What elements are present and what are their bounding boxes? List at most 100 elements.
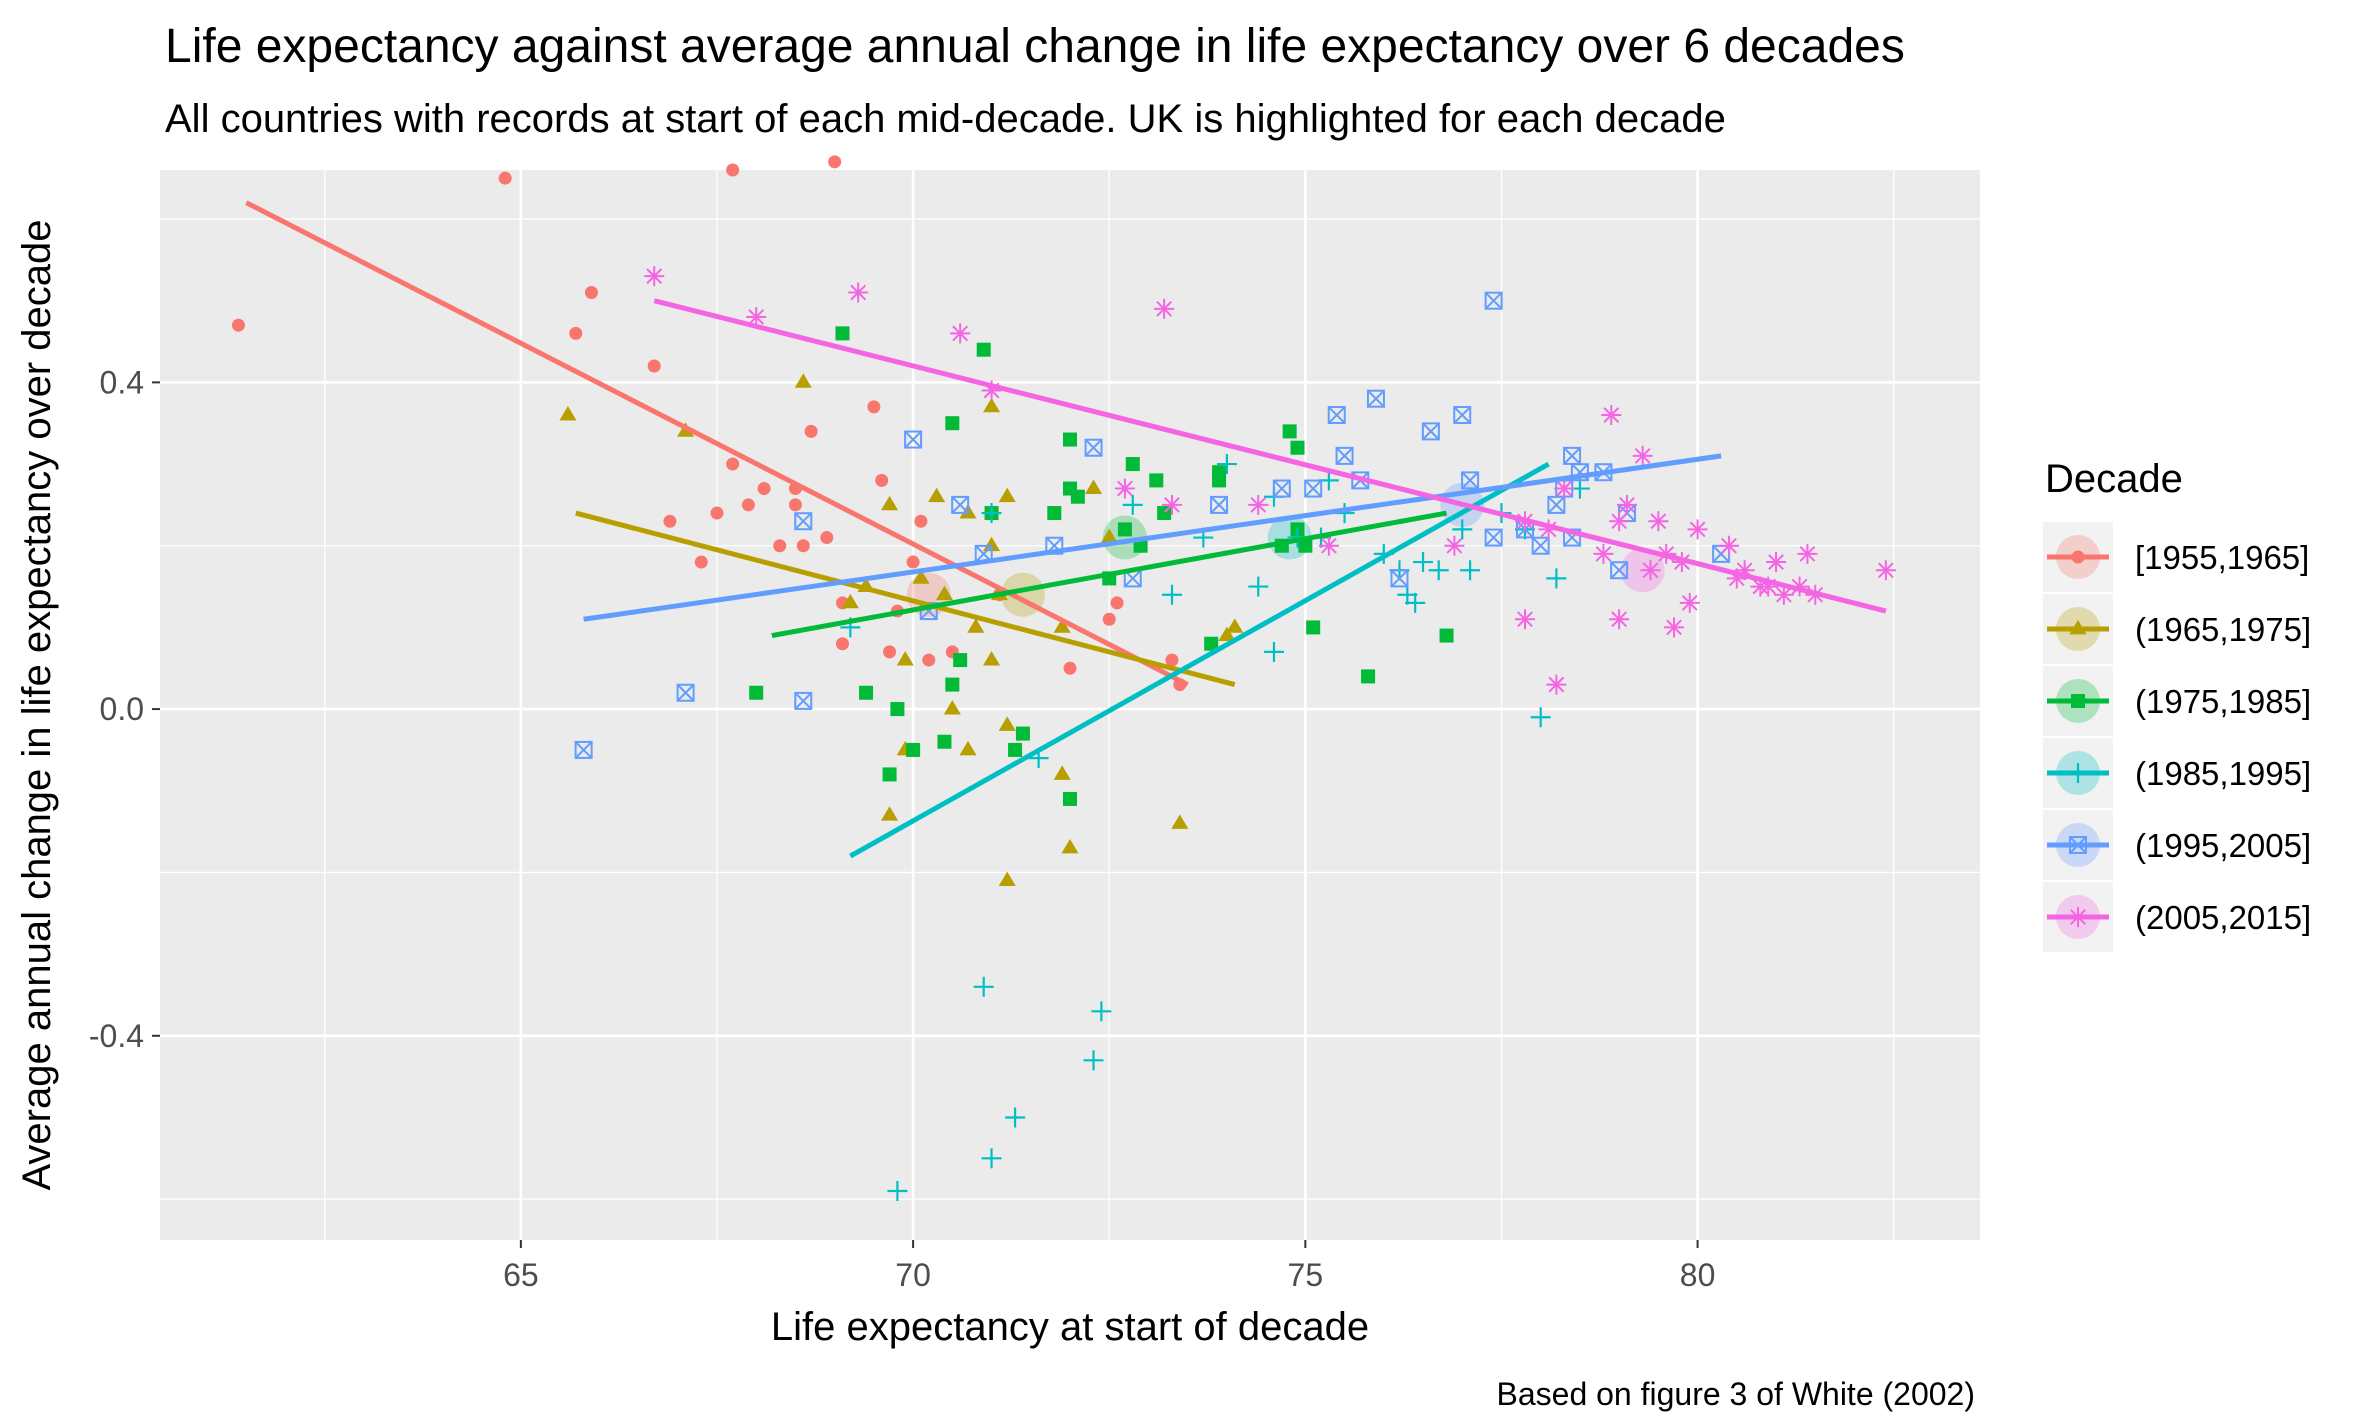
point-square bbox=[1070, 489, 1085, 504]
point-plus bbox=[1318, 470, 1339, 491]
point-square bbox=[1290, 440, 1305, 455]
legend-item: (1975,1985] bbox=[2043, 666, 2311, 736]
point-square bbox=[1125, 457, 1140, 472]
point-square bbox=[953, 653, 968, 668]
point-square-x bbox=[1461, 471, 1480, 490]
point-square-x bbox=[1366, 389, 1385, 408]
point-triangle bbox=[998, 716, 1016, 731]
point-asterisk bbox=[1248, 494, 1269, 515]
point-asterisk bbox=[1875, 560, 1896, 581]
point-circle bbox=[726, 457, 740, 471]
legend-label: (1995,2005] bbox=[2135, 827, 2311, 864]
legend-label: (1975,1985] bbox=[2135, 683, 2311, 720]
point-circle bbox=[922, 653, 936, 667]
point-square-x bbox=[574, 740, 593, 759]
point-square bbox=[2071, 694, 2085, 708]
point-square bbox=[906, 742, 921, 757]
point-circle bbox=[836, 637, 849, 651]
point-asterisk bbox=[1773, 584, 1794, 605]
point-plus bbox=[1122, 494, 1143, 515]
point-triangle bbox=[998, 487, 1016, 503]
point-plus bbox=[887, 1180, 908, 1201]
point-asterisk bbox=[1593, 543, 1614, 564]
point-square-x bbox=[1610, 561, 1629, 580]
point-square bbox=[945, 416, 960, 431]
point-asterisk bbox=[1609, 511, 1630, 532]
point-square bbox=[937, 734, 952, 749]
point-circle bbox=[796, 539, 810, 553]
point-asterisk bbox=[1318, 535, 1339, 556]
point-triangle bbox=[794, 373, 812, 388]
legend-label: (1965,1975] bbox=[2135, 611, 2311, 648]
point-square bbox=[1439, 628, 1454, 643]
point-asterisk bbox=[1546, 674, 1567, 695]
point-asterisk bbox=[1648, 511, 1669, 532]
point-plus bbox=[1546, 568, 1567, 589]
point-plus bbox=[2068, 763, 2088, 783]
point-square bbox=[1361, 669, 1376, 684]
x-tick-label: 65 bbox=[503, 1257, 539, 1293]
point-circle bbox=[569, 326, 583, 340]
point-square bbox=[1063, 432, 1077, 447]
point-asterisk bbox=[848, 282, 869, 303]
point-square bbox=[1282, 424, 1297, 439]
point-triangle bbox=[841, 593, 859, 609]
x-tick-label: 75 bbox=[1288, 1257, 1324, 1293]
point-triangle bbox=[959, 740, 977, 756]
point-triangle bbox=[1053, 618, 1071, 633]
point-square bbox=[1204, 636, 1219, 651]
point-square bbox=[1015, 726, 1030, 741]
chart-subtitle: All countries with records at start of e… bbox=[165, 97, 1726, 141]
point-triangle bbox=[1226, 618, 1244, 633]
point-circle bbox=[663, 514, 677, 528]
point-triangle bbox=[1100, 528, 1118, 543]
point-asterisk bbox=[1718, 535, 1739, 556]
point-square-x bbox=[676, 683, 695, 702]
point-square-x bbox=[1084, 438, 1103, 457]
point-triangle bbox=[998, 871, 1016, 887]
point-triangle bbox=[943, 700, 961, 715]
point-square bbox=[859, 685, 874, 700]
legend-label: (1985,1995] bbox=[2135, 755, 2311, 792]
point-circle bbox=[694, 555, 708, 569]
point-square-x bbox=[1210, 495, 1229, 514]
point-square-x bbox=[1272, 479, 1291, 498]
legend: [1955,1965] (1965,1975] (1975,1985] (1985,1… bbox=[2043, 522, 2311, 952]
point-square bbox=[1117, 522, 1132, 537]
x-tick-label: 70 bbox=[895, 1257, 931, 1293]
point-circle bbox=[867, 400, 881, 414]
point-square-x bbox=[794, 512, 813, 531]
point-asterisk bbox=[1664, 617, 1685, 638]
point-plus bbox=[1263, 641, 1284, 662]
point-square bbox=[1306, 620, 1321, 635]
point-triangle bbox=[983, 536, 1001, 552]
point-triangle bbox=[559, 406, 577, 421]
legend-item: (1995,2005] bbox=[2043, 810, 2311, 880]
point-square-x bbox=[1547, 495, 1566, 514]
point-asterisk bbox=[1554, 478, 1575, 499]
point-triangle bbox=[983, 651, 1001, 666]
point-square bbox=[976, 342, 991, 357]
grid-major bbox=[160, 170, 1980, 1240]
point-circle bbox=[914, 514, 928, 528]
legend-item: [1955,1965] bbox=[2043, 522, 2309, 592]
point-square bbox=[1149, 473, 1164, 488]
data-points bbox=[231, 155, 1896, 1201]
point-plus bbox=[1405, 592, 1426, 613]
point-plus bbox=[1428, 560, 1449, 581]
point-plus bbox=[1005, 1107, 1026, 1128]
legend-item: (2005,2015] bbox=[2043, 882, 2311, 952]
legend-label: (2005,2015] bbox=[2135, 899, 2311, 936]
x-axis-ticks: 65 70 75 80 bbox=[503, 1240, 1715, 1293]
point-square-x bbox=[794, 691, 813, 710]
point-circle bbox=[231, 318, 245, 332]
point-asterisk bbox=[1640, 560, 1661, 581]
point-plus bbox=[1397, 584, 1418, 605]
point-square-x bbox=[1421, 422, 1440, 441]
point-asterisk bbox=[1515, 609, 1535, 630]
x-axis-title: Life expectancy at start of decade bbox=[771, 1305, 1369, 1349]
point-circle bbox=[906, 555, 920, 569]
point-triangle bbox=[896, 651, 914, 666]
point-circle bbox=[1102, 612, 1116, 626]
